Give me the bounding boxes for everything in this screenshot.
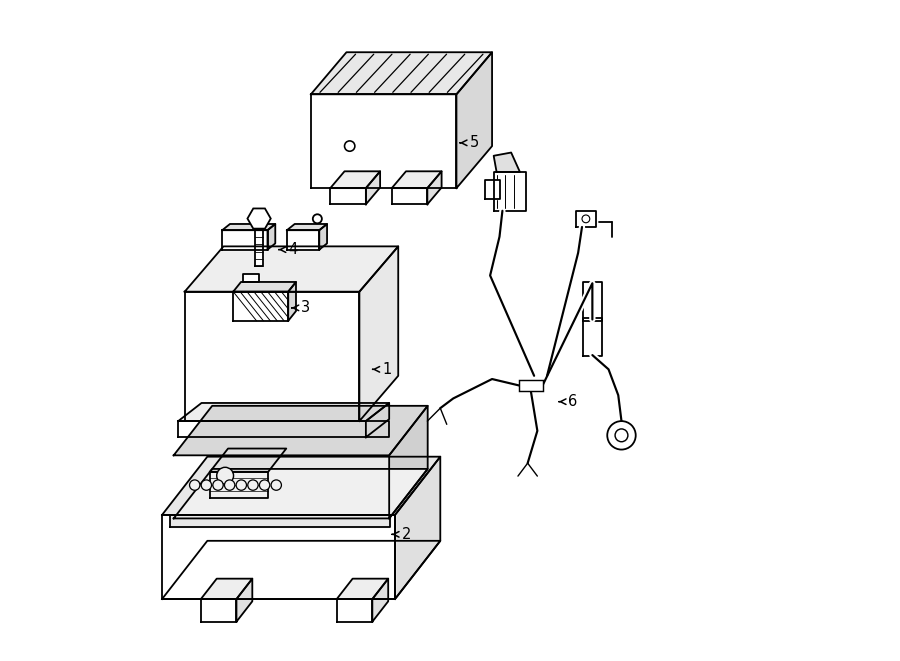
Polygon shape (395, 457, 440, 599)
Circle shape (345, 141, 355, 151)
Polygon shape (178, 421, 389, 438)
Polygon shape (210, 472, 268, 498)
Polygon shape (392, 188, 428, 204)
Polygon shape (456, 52, 492, 188)
Polygon shape (373, 578, 388, 622)
Polygon shape (428, 171, 442, 204)
Polygon shape (366, 403, 389, 438)
Polygon shape (582, 317, 602, 356)
Text: 6: 6 (569, 394, 578, 409)
Polygon shape (233, 292, 288, 321)
Polygon shape (233, 282, 296, 292)
Text: 2: 2 (401, 527, 410, 542)
Polygon shape (310, 52, 492, 95)
Polygon shape (494, 172, 526, 211)
Polygon shape (582, 282, 602, 321)
Polygon shape (485, 180, 500, 199)
Polygon shape (330, 188, 366, 204)
Polygon shape (392, 171, 442, 188)
Circle shape (608, 421, 635, 449)
Polygon shape (389, 406, 428, 518)
Polygon shape (288, 282, 296, 321)
Circle shape (313, 214, 322, 223)
Polygon shape (210, 449, 286, 472)
Circle shape (217, 467, 233, 484)
Polygon shape (337, 599, 373, 622)
Polygon shape (310, 95, 456, 188)
Text: 5: 5 (470, 136, 479, 150)
Polygon shape (222, 230, 267, 250)
Polygon shape (267, 224, 275, 250)
Polygon shape (576, 211, 596, 227)
Polygon shape (162, 541, 440, 599)
Polygon shape (170, 515, 391, 527)
Circle shape (259, 480, 270, 490)
Polygon shape (222, 224, 275, 230)
Bar (519, 379, 543, 391)
Polygon shape (201, 578, 252, 599)
Polygon shape (359, 247, 398, 421)
Circle shape (236, 480, 247, 490)
Circle shape (248, 480, 258, 490)
Circle shape (202, 480, 211, 490)
Polygon shape (337, 578, 388, 599)
Polygon shape (174, 469, 428, 518)
Circle shape (615, 429, 628, 442)
Circle shape (582, 215, 590, 223)
Circle shape (224, 480, 235, 490)
Polygon shape (320, 224, 327, 250)
Polygon shape (494, 153, 520, 172)
Polygon shape (237, 578, 252, 622)
Polygon shape (184, 292, 359, 421)
Polygon shape (256, 230, 263, 266)
Polygon shape (184, 247, 398, 292)
Polygon shape (201, 599, 237, 622)
Text: 1: 1 (382, 362, 392, 377)
Polygon shape (174, 406, 428, 455)
Circle shape (190, 480, 200, 490)
Circle shape (212, 480, 223, 490)
Circle shape (271, 480, 282, 490)
Text: 3: 3 (302, 300, 310, 315)
Polygon shape (366, 171, 380, 204)
Polygon shape (243, 274, 259, 282)
Text: 4: 4 (288, 242, 298, 257)
Polygon shape (287, 230, 320, 250)
Polygon shape (287, 224, 327, 230)
Polygon shape (178, 403, 389, 421)
Polygon shape (162, 515, 395, 599)
Polygon shape (330, 171, 380, 188)
Polygon shape (162, 457, 440, 515)
